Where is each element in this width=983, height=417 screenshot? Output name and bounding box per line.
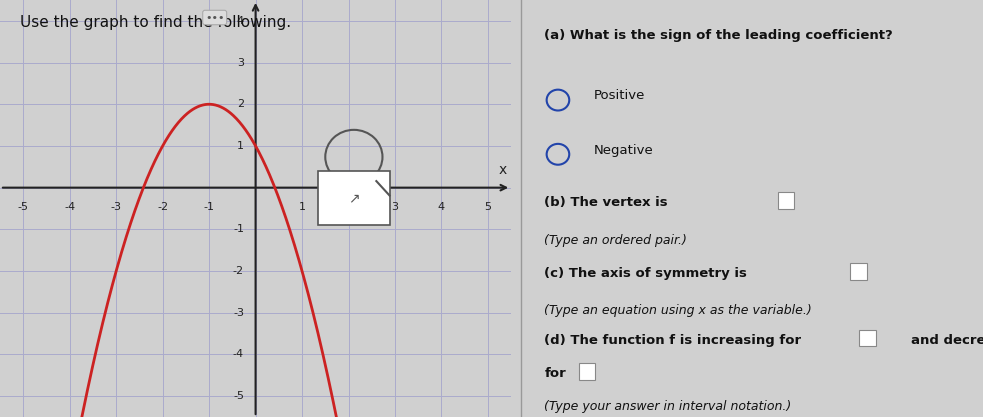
- Text: 5: 5: [485, 202, 492, 212]
- Text: -1: -1: [233, 224, 244, 234]
- Text: -1: -1: [203, 202, 214, 212]
- Text: -3: -3: [111, 202, 122, 212]
- Text: 1: 1: [299, 202, 306, 212]
- Text: Use the graph to find the following.: Use the graph to find the following.: [21, 15, 292, 30]
- Text: -3: -3: [233, 308, 244, 318]
- Text: 4: 4: [237, 16, 244, 26]
- Text: -2: -2: [233, 266, 244, 276]
- Text: (c) The axis of symmetry is: (c) The axis of symmetry is: [545, 267, 747, 280]
- FancyBboxPatch shape: [318, 171, 389, 225]
- Text: 2: 2: [237, 99, 244, 109]
- Text: 1: 1: [237, 141, 244, 151]
- Text: 3: 3: [237, 58, 244, 68]
- Text: x: x: [498, 163, 506, 177]
- Text: 4: 4: [437, 202, 445, 212]
- Text: Negative: Negative: [594, 143, 654, 157]
- Text: (Type an ordered pair.): (Type an ordered pair.): [545, 234, 687, 246]
- Text: (Type your answer in interval notation.): (Type your answer in interval notation.): [545, 400, 791, 413]
- Text: -5: -5: [233, 391, 244, 401]
- Text: -4: -4: [64, 202, 76, 212]
- Text: 3: 3: [391, 202, 398, 212]
- Text: (a) What is the sign of the leading coefficient?: (a) What is the sign of the leading coef…: [545, 29, 894, 42]
- Text: -5: -5: [18, 202, 29, 212]
- Text: 2: 2: [345, 202, 352, 212]
- Text: for: for: [545, 367, 566, 380]
- Text: (d) The function f is increasing for: (d) The function f is increasing for: [545, 334, 801, 347]
- Text: -4: -4: [233, 349, 244, 359]
- Text: -2: -2: [157, 202, 168, 212]
- Text: and decreasing: and decreasing: [910, 334, 983, 347]
- Text: (b) The vertex is: (b) The vertex is: [545, 196, 668, 209]
- Text: (Type an equation using x as the variable.): (Type an equation using x as the variabl…: [545, 304, 812, 317]
- Text: •••: •••: [204, 13, 224, 23]
- Text: ↗: ↗: [348, 191, 360, 206]
- Text: Positive: Positive: [594, 89, 646, 103]
